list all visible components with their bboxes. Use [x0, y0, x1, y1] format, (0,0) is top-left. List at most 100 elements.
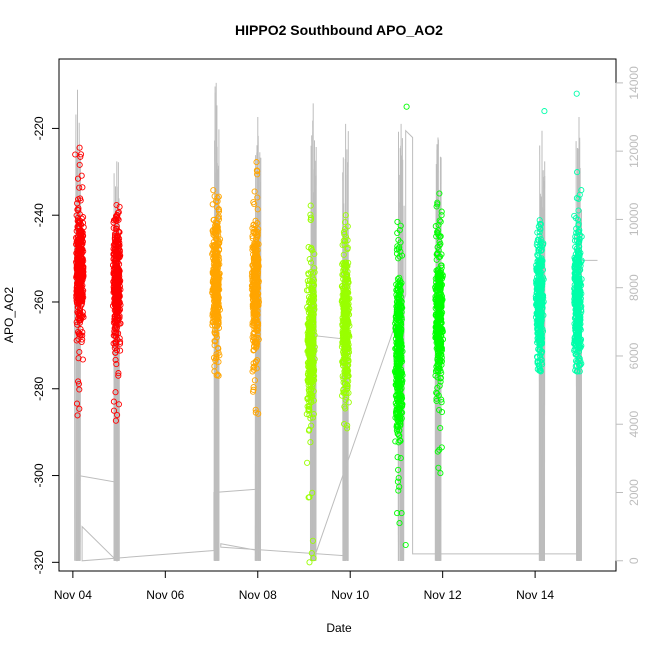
data-point	[116, 299, 123, 306]
y-tick-label: -320	[32, 550, 46, 574]
y2-tick-label: 8000	[627, 274, 641, 301]
data-point	[212, 198, 220, 205]
data-point	[310, 293, 317, 300]
data-point	[214, 194, 221, 201]
data-point	[342, 262, 349, 269]
data-point	[211, 363, 218, 370]
data-point	[113, 263, 120, 271]
data-point	[78, 289, 85, 297]
data-point	[310, 289, 317, 296]
data-point	[250, 337, 257, 344]
cluster-group	[532, 217, 547, 375]
data-point	[212, 235, 219, 242]
data-point	[305, 270, 312, 277]
data-point	[255, 226, 262, 233]
data-point	[309, 278, 316, 285]
data-point	[310, 277, 318, 284]
data-point	[307, 415, 314, 422]
data-point	[253, 280, 261, 287]
data-point	[306, 363, 313, 370]
data-point	[215, 208, 223, 215]
data-point	[306, 378, 313, 385]
data-point	[254, 331, 261, 338]
data-point	[311, 250, 318, 258]
data-point	[305, 427, 313, 434]
data-point	[211, 271, 218, 278]
data-point	[339, 321, 346, 328]
data-point	[307, 377, 314, 384]
data-point	[253, 340, 261, 347]
data-point	[211, 342, 218, 349]
data-point	[309, 489, 316, 496]
data-point	[77, 153, 84, 160]
data-point	[307, 439, 314, 446]
data-point	[76, 316, 83, 323]
data-point	[215, 372, 222, 379]
cluster-group	[570, 169, 585, 375]
y2-tick-label: 0	[627, 557, 641, 564]
x-axis-label: Date	[326, 621, 352, 635]
data-point	[344, 237, 351, 244]
data-point	[213, 334, 220, 341]
data-point	[210, 187, 217, 194]
y-tick-label: -300	[32, 463, 46, 487]
data-point	[340, 251, 347, 258]
x-tick-label: Nov 12	[424, 588, 462, 602]
data-point	[216, 261, 223, 268]
data-point	[78, 249, 85, 256]
data-point	[310, 411, 317, 418]
data-point	[250, 364, 257, 371]
data-point	[255, 298, 262, 305]
data-point	[255, 302, 262, 309]
data-point	[112, 238, 119, 246]
data-point	[251, 294, 258, 301]
data-point	[307, 387, 314, 394]
data-point	[79, 184, 86, 191]
data-point	[211, 317, 219, 324]
data-point	[308, 259, 315, 266]
data-point	[340, 387, 347, 394]
data-point	[215, 315, 222, 322]
y-tick-label: -260	[32, 290, 46, 314]
data-point	[75, 378, 82, 385]
data-point	[308, 399, 315, 406]
data-point	[250, 366, 257, 373]
data-point	[74, 246, 81, 253]
data-point	[111, 235, 118, 242]
x-tick-label: Nov 14	[516, 588, 554, 602]
data-point	[253, 159, 260, 166]
data-point	[307, 344, 314, 351]
data-point	[110, 270, 117, 277]
data-point	[211, 284, 218, 291]
data-point	[306, 350, 313, 357]
data-point	[253, 365, 260, 372]
data-point	[211, 229, 218, 236]
data-point	[209, 201, 216, 208]
data-point	[215, 304, 222, 311]
data-point	[305, 351, 312, 358]
x-tick-label: Nov 06	[146, 588, 184, 602]
altitude-transit-line	[77, 129, 598, 562]
data-point	[212, 222, 219, 229]
data-point	[80, 257, 87, 265]
data-point	[309, 285, 316, 293]
data-point	[344, 385, 351, 392]
data-point	[210, 275, 217, 282]
data-point	[253, 246, 260, 253]
data-point	[111, 344, 118, 352]
data-point	[110, 398, 117, 405]
data-point	[79, 240, 86, 248]
data-point	[74, 253, 81, 260]
data-point	[307, 390, 314, 397]
data-point	[76, 348, 83, 356]
data-point	[209, 310, 216, 317]
outlier-point	[306, 559, 313, 566]
data-point	[73, 212, 80, 219]
data-point	[210, 269, 217, 276]
x-tick-label: Nov 08	[239, 588, 277, 602]
data-point	[76, 144, 83, 151]
data-point	[213, 355, 220, 362]
data-point	[212, 330, 219, 337]
data-point	[309, 306, 316, 313]
y2-tick-label: 4000	[627, 411, 641, 438]
